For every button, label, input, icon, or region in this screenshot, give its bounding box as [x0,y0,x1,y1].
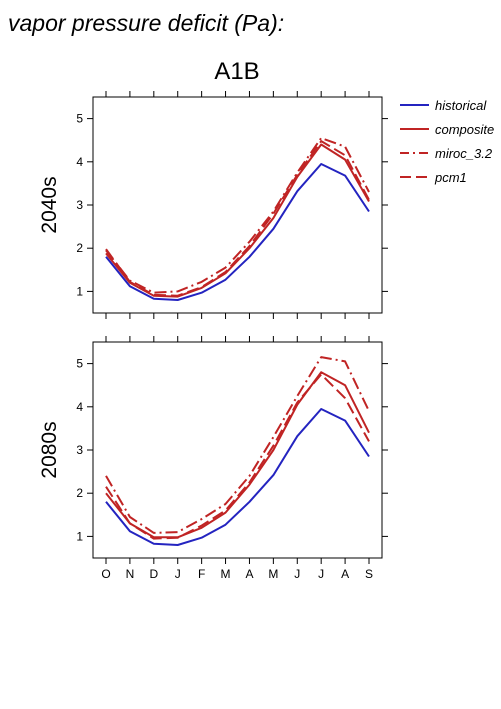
x-tick-label: M [221,567,231,581]
x-tick-label: S [365,567,373,581]
figure-title: vapor pressure deficit (Pa): [8,10,284,36]
x-tick-label: M [268,567,278,581]
x-tick-label: A [341,567,349,581]
x-tick-label: O [101,567,110,581]
y-tick-label: 5 [76,357,83,371]
series-line-miroc-3-2 [105,356,370,534]
y-tick-label: 4 [76,155,83,169]
scenario-title: A1B [214,58,259,85]
y-tick-label: 3 [76,198,83,212]
x-tick-label: N [126,567,135,581]
y-tick-label: 2 [76,486,83,500]
legend: historical composite miroc_3.2 pcm1 [400,98,494,185]
y-tick-label: 5 [76,112,83,126]
legend-label: historical [435,98,487,113]
x-tick-label: F [198,567,205,581]
panel-label: 2040s [38,176,61,233]
series-line-composite [105,143,370,298]
x-tick-label: J [318,567,324,581]
plot-frame [92,96,383,314]
y-tick-label: 2 [76,241,83,255]
legend-label: pcm1 [434,170,467,185]
x-tick-label: A [245,567,253,581]
y-tick-label: 1 [76,529,83,543]
series-line-composite [105,371,370,539]
x-tick-label: J [175,567,181,581]
x-tick-label: D [149,567,158,581]
y-tick-label: 1 [76,284,83,298]
series-line-historical [105,408,370,546]
plot-frame [92,341,383,559]
series-line-miroc-3-2 [105,137,370,294]
y-tick-label: 3 [76,443,83,457]
series-line-historical [105,163,370,301]
x-tick-label: J [294,567,300,581]
legend-label: miroc_3.2 [435,146,493,161]
series-line-pcm1 [105,140,370,297]
y-tick-label: 4 [76,400,83,414]
series-line-pcm1 [105,373,370,540]
panel-label: 2080s [38,421,61,478]
panel-2040s: 1 2 3 4 5 2040s [38,91,388,319]
legend-label: composite [435,122,494,137]
